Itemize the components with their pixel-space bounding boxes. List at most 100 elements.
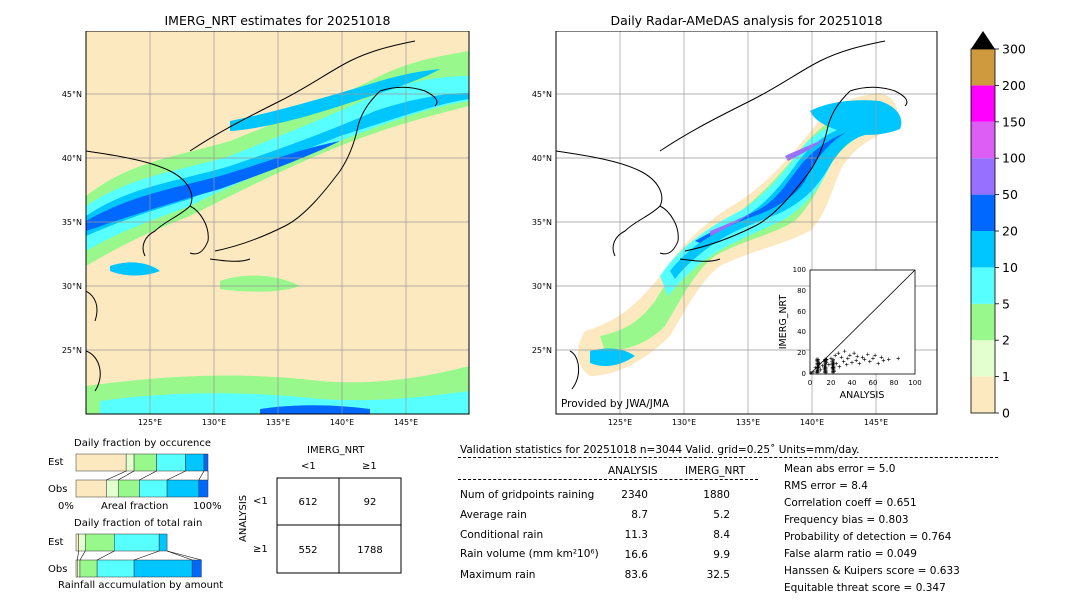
stat-label: Num of gridpoints raining bbox=[460, 489, 595, 501]
scatter-point bbox=[860, 355, 865, 360]
colorbar-tick-label: 5 bbox=[1002, 296, 1010, 311]
total-rain-row-est: Est bbox=[48, 537, 64, 548]
colorbar-bin bbox=[971, 85, 995, 122]
stat-label: Conditional rain bbox=[460, 529, 544, 541]
fraction-segment bbox=[75, 533, 79, 552]
scatter-point bbox=[855, 354, 860, 359]
score-line: Frequency bias = 0.803 bbox=[784, 514, 909, 526]
right-lat-label: 45°N bbox=[532, 90, 552, 99]
left-lon-label: 145°E bbox=[394, 418, 418, 427]
colorbar-tick-label: 20 bbox=[1002, 224, 1018, 239]
left-lat-label: 40°N bbox=[62, 154, 82, 163]
scatter-inset: 0 20 40 60 80 100 0 20 40 60 80 100 ANAL… bbox=[778, 266, 922, 401]
validation-table-rule bbox=[458, 479, 758, 480]
right-lat-label: 35°N bbox=[532, 218, 552, 227]
scatter-point bbox=[850, 360, 854, 365]
right-lon-label: 125°E bbox=[608, 418, 632, 427]
fraction-connector bbox=[118, 470, 135, 481]
colorbar: 0 1 2 5 10 20 50 100 150 200 300 bbox=[970, 31, 1026, 421]
data-credit: Provided by JWA/JMA bbox=[561, 398, 670, 410]
contingency-cell: 1788 bbox=[357, 545, 382, 556]
stat-label: Maximum rain bbox=[460, 569, 536, 581]
scatter-ytick: 20 bbox=[797, 349, 806, 357]
scatter-points bbox=[809, 349, 900, 375]
scatter-point bbox=[841, 359, 846, 364]
scatter-point bbox=[896, 356, 900, 361]
contingency-row-label: ≥1 bbox=[253, 544, 268, 555]
score-line: RMS error = 8.4 bbox=[784, 480, 868, 492]
left-lat-label: 25°N bbox=[62, 346, 82, 355]
colorbar-tick-label: 300 bbox=[1002, 42, 1026, 57]
right-lon-label: 140°E bbox=[800, 418, 824, 427]
scatter-point bbox=[809, 371, 813, 375]
stat-analysis: 8.7 bbox=[631, 509, 648, 521]
scatter-point bbox=[879, 355, 884, 360]
score-line: Hanssen & Kuipers score = 0.633 bbox=[784, 565, 960, 577]
scatter-point bbox=[823, 357, 827, 362]
fraction-connector bbox=[96, 550, 115, 561]
scatter-point bbox=[852, 351, 856, 355]
scatter-point bbox=[871, 356, 875, 361]
left-lon-label: 140°E bbox=[330, 418, 354, 427]
left-lon-label: 135°E bbox=[266, 418, 290, 427]
fraction-segment bbox=[139, 479, 168, 498]
contingency-col-label: <1 bbox=[301, 461, 316, 472]
fraction-segment bbox=[133, 453, 157, 472]
colorbar-bin bbox=[971, 340, 995, 377]
fraction-connector bbox=[167, 550, 202, 561]
colorbar-bin bbox=[971, 158, 995, 195]
left-coastlines bbox=[86, 40, 438, 392]
colorbar-ticks: 0 1 2 5 10 20 50 100 150 200 300 bbox=[995, 42, 1026, 421]
scatter-point bbox=[829, 356, 833, 361]
scatter-point bbox=[839, 355, 844, 360]
scatter-ylabel: IMERG_NRT bbox=[778, 295, 789, 350]
scatter-point bbox=[854, 358, 858, 363]
contingency-cell: 612 bbox=[298, 497, 317, 508]
fraction-segment bbox=[166, 479, 200, 498]
scatter-xtick: 20 bbox=[827, 379, 836, 387]
fraction-segment bbox=[156, 453, 186, 472]
fraction-connector bbox=[79, 550, 86, 561]
scatter-xlabel: ANALYSIS bbox=[840, 390, 885, 401]
score-line: Mean abs error = 5.0 bbox=[784, 463, 896, 475]
contingency-row-label: <1 bbox=[253, 496, 268, 507]
scatter-point bbox=[842, 349, 847, 353]
colorbar-bin bbox=[971, 267, 995, 304]
scatter-ytick: 80 bbox=[797, 287, 806, 295]
left-map-frame bbox=[85, 31, 470, 415]
scatter-xtick: 0 bbox=[808, 379, 812, 387]
fraction-segment bbox=[84, 533, 115, 552]
scatter-xtick: 80 bbox=[890, 379, 899, 387]
fraction-segment bbox=[117, 479, 140, 498]
scatter-point bbox=[873, 353, 877, 358]
fraction-segment bbox=[106, 479, 119, 498]
colorbar-bins bbox=[971, 49, 995, 413]
fraction-segment bbox=[185, 453, 205, 472]
right-lon-label: 135°E bbox=[736, 418, 760, 427]
left-lon-label: 125°E bbox=[138, 418, 162, 427]
fraction-segment bbox=[191, 559, 202, 578]
fraction-segment bbox=[96, 559, 135, 578]
right-map-axis-labels: 125°E 130°E 135°E 140°E 145°E 45°N 40°N … bbox=[532, 90, 888, 427]
scatter-point bbox=[833, 353, 837, 358]
fraction-connector bbox=[166, 550, 193, 561]
left-map: 125°E 130°E 135°E 140°E 145°E 45°N 40°N … bbox=[62, 31, 470, 427]
scatter-point bbox=[822, 359, 827, 364]
validation-col-imerg: IMERG_NRT bbox=[685, 465, 746, 477]
scatter-point bbox=[831, 357, 835, 362]
scatter-point bbox=[865, 352, 870, 357]
stat-analysis: 11.3 bbox=[624, 529, 648, 541]
scatter-point bbox=[886, 357, 891, 362]
occurrence-axis-right: 100% bbox=[193, 501, 222, 512]
scatter-point bbox=[813, 365, 818, 370]
left-map-axis-labels: 125°E 130°E 135°E 140°E 145°E 45°N 40°N … bbox=[62, 90, 418, 427]
colorbar-tick-label: 0 bbox=[1002, 406, 1010, 421]
score-line: False alarm ratio = 0.049 bbox=[784, 548, 917, 560]
scatter-xtick: 40 bbox=[848, 379, 857, 387]
scatter-ticks: 0 20 40 60 80 100 0 20 40 60 80 100 bbox=[793, 266, 922, 387]
fraction-connector bbox=[106, 470, 127, 481]
contingency-cell: 552 bbox=[298, 545, 317, 556]
left-lon-label: 130°E bbox=[202, 418, 226, 427]
score-line: Equitable threat score = 0.347 bbox=[784, 582, 946, 594]
fraction-segment bbox=[125, 453, 135, 472]
